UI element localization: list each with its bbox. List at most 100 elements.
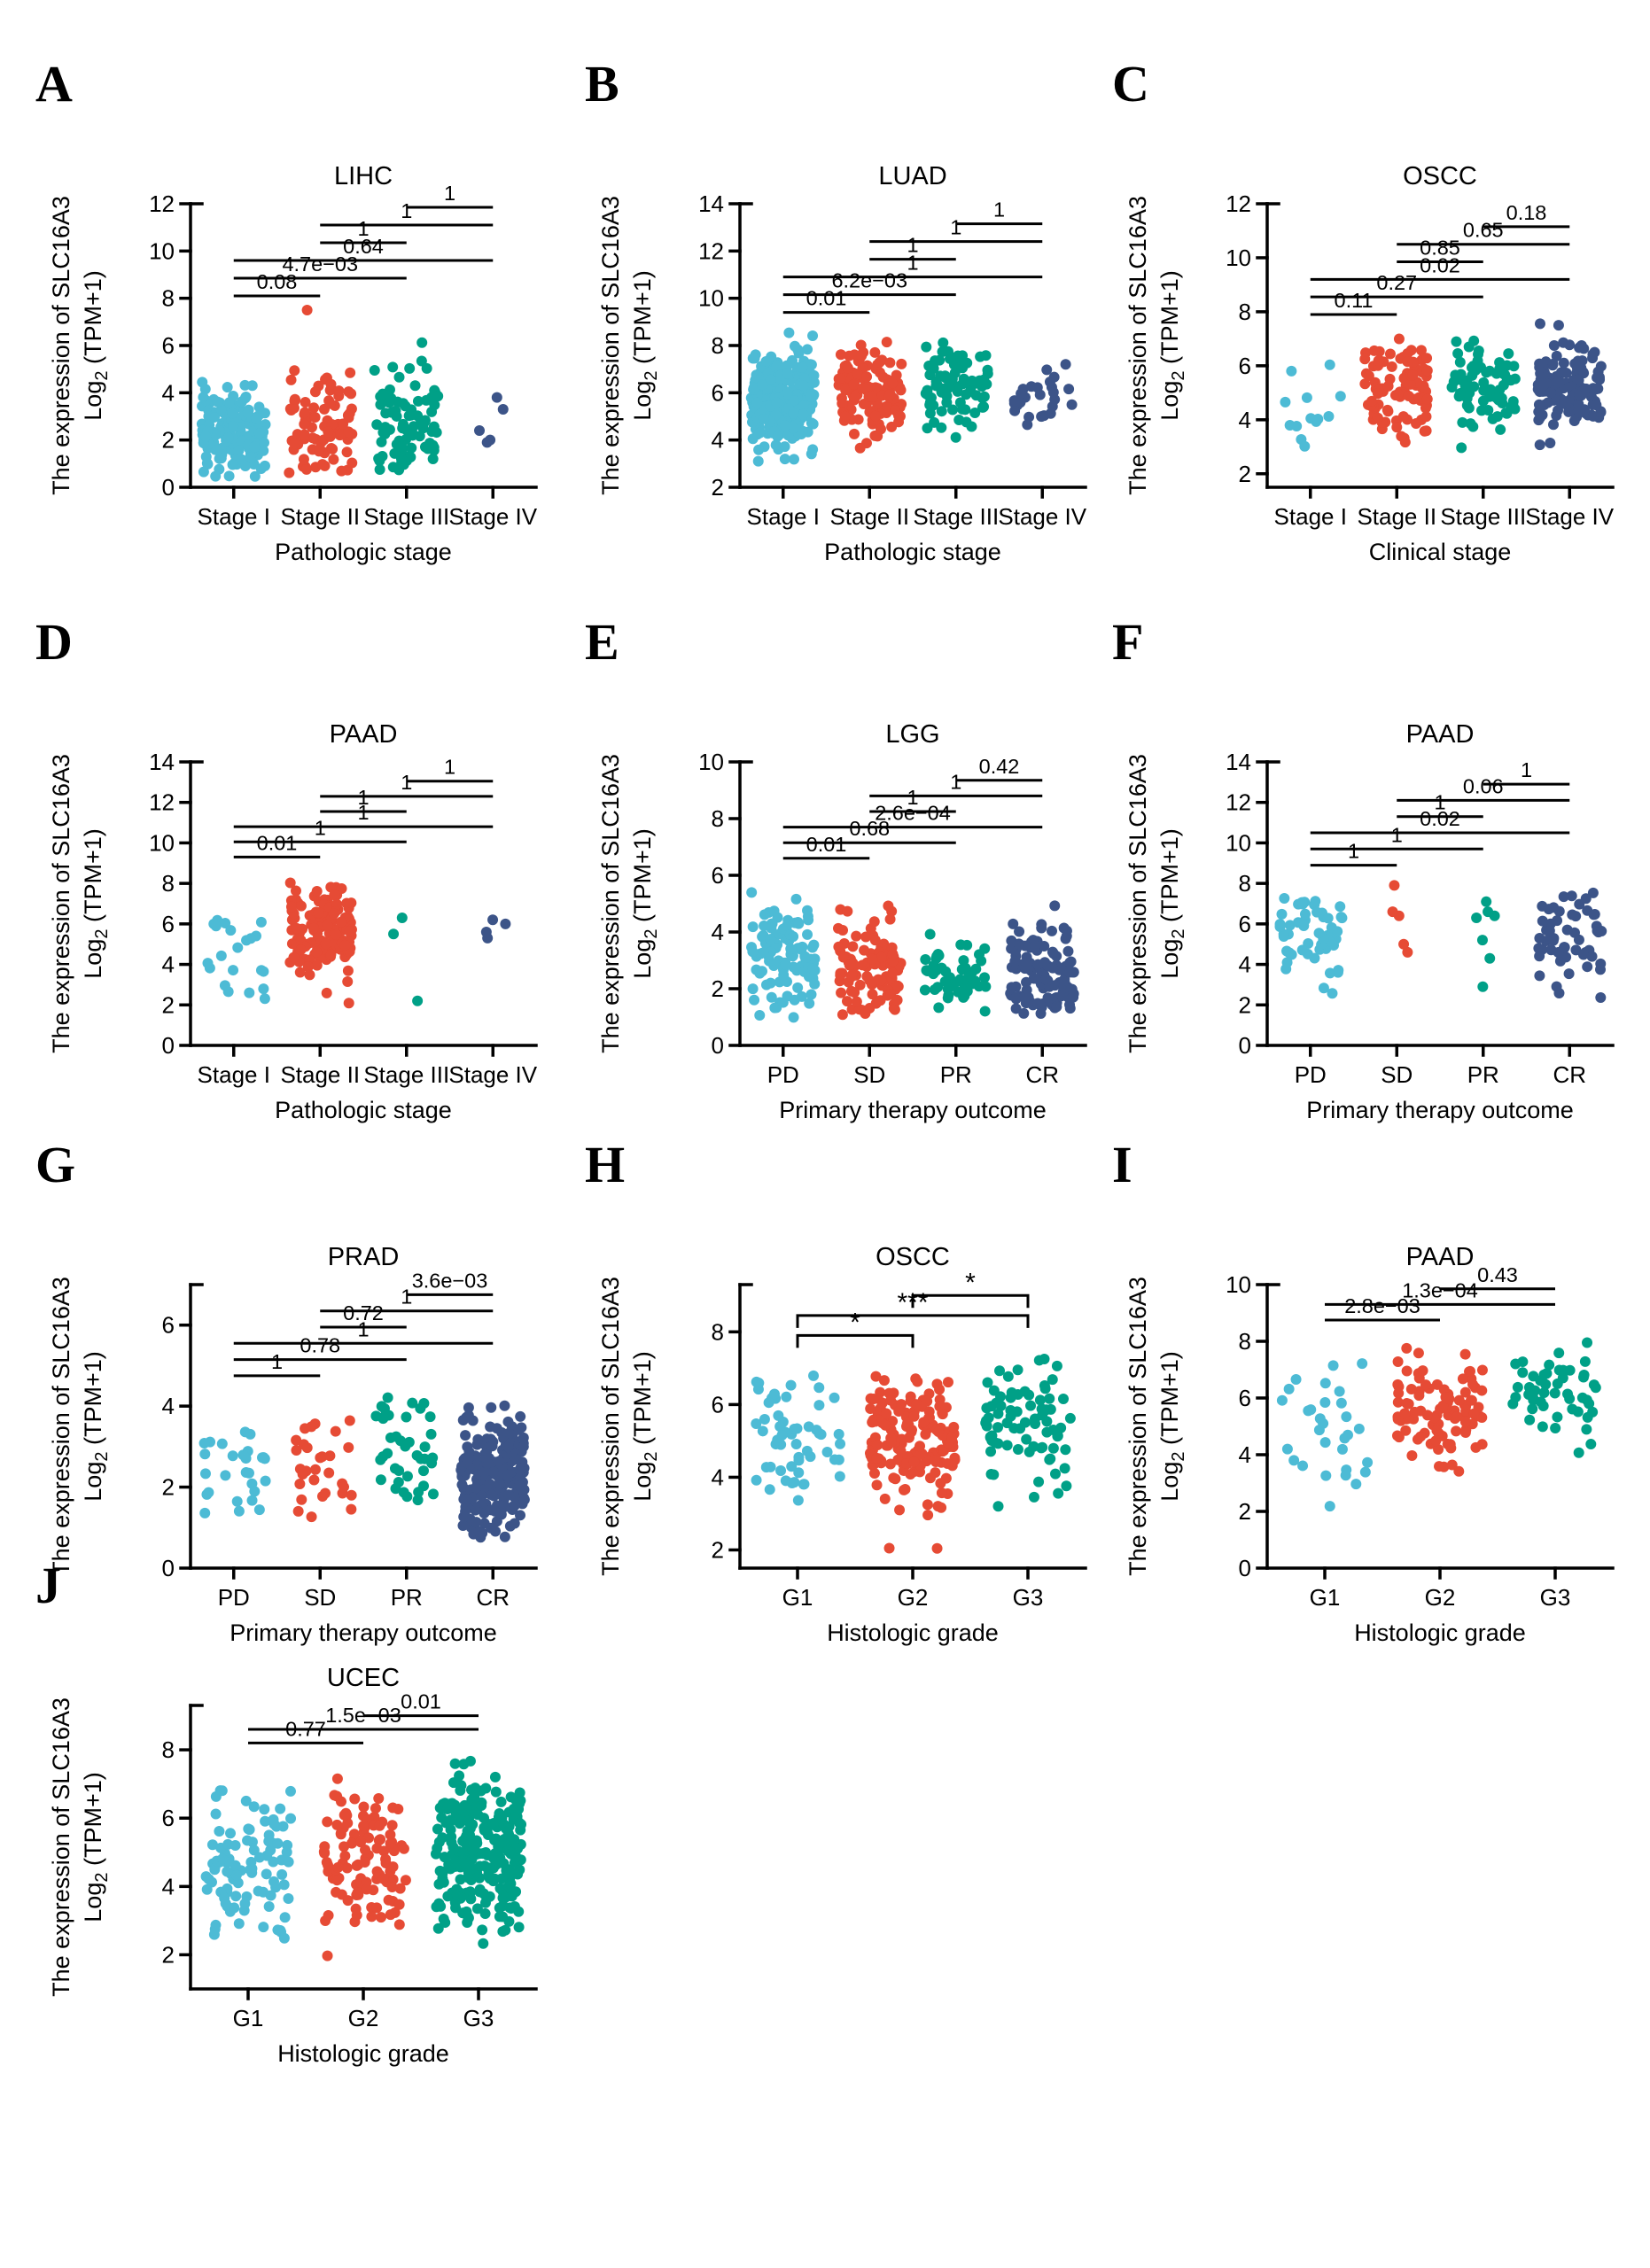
data-point [398,1843,409,1854]
p-value-label: 0.43 [1477,1263,1518,1286]
data-point [1286,949,1297,960]
data-point [446,1831,457,1843]
x-tick-label: Stage II [829,503,909,530]
data-point [1387,906,1398,918]
data-point [335,1796,346,1807]
data-point [867,392,878,403]
data-point [297,1469,308,1480]
data-point [231,1495,243,1507]
data-point [299,418,310,430]
y-tick-label: 2 [1239,991,1251,1018]
x-tick-label: G2 [898,1584,929,1611]
data-point [1327,1360,1339,1371]
data-point [227,459,238,470]
svg-text:Log2 (TPM+1): Log2 (TPM+1) [80,1351,112,1501]
data-point [1558,891,1569,903]
data-point [285,901,297,913]
panel-letter-i: I [1112,1136,1132,1193]
data-point [1381,404,1393,416]
data-point [872,431,883,442]
data-point [1465,418,1476,430]
data-point [894,1504,906,1516]
panel-letter-j: J [35,1557,61,1614]
data-point [1068,991,1079,1003]
data-point [514,1864,525,1876]
data-point [1332,926,1343,937]
data-point [509,1834,520,1845]
data-points [745,327,1078,467]
data-point [210,1919,222,1930]
data-point [1299,908,1311,920]
data-point [432,1823,443,1835]
x-tick-label: Stage III [363,503,449,530]
data-point [430,1848,441,1860]
data-point [833,1428,844,1440]
data-point [808,377,820,388]
data-point [283,1856,294,1868]
data-point [1517,1367,1529,1379]
x-axis-label: Primary therapy outcome [779,1097,1047,1123]
data-point [1353,1423,1365,1434]
x-tick-label: Stage IV [448,1061,537,1088]
data-point [244,987,255,998]
data-point [933,1425,945,1437]
data-point [485,434,496,446]
strip-plot-lihc: LIHC 0 2 4 6 8 10 12 The expression of SLC16A3 Lo… [48,162,538,565]
data-points [198,1392,530,1543]
data-point [284,877,296,889]
data-point [953,415,965,426]
data-point [1034,389,1046,400]
data-point [1592,383,1604,394]
data-point [479,1813,490,1824]
p-value-label: 0.78 [300,1334,340,1357]
data-point [473,1526,485,1537]
data-point [887,377,899,389]
data-point [419,1441,431,1453]
data-point [244,1824,255,1836]
p-value-label: 0.68 [849,817,890,840]
data-point [431,427,442,439]
data-point [985,1446,997,1457]
data-point [933,950,945,961]
data-point [245,1864,256,1876]
data-point [514,1464,525,1475]
data-point [1407,356,1419,368]
p-value-label: 1 [357,1317,369,1340]
data-point [857,383,868,394]
data-point [891,369,902,381]
data-point [489,1771,501,1783]
p-value-label: 0.01 [806,833,847,856]
data-point [1586,951,1598,962]
data-point [792,1495,804,1506]
y-tick-label: 6 [712,862,724,889]
p-value-label: 0.64 [343,235,384,258]
data-point [1420,1379,1431,1391]
data-point [1498,379,1509,391]
data-point [451,1888,463,1899]
data-point [1291,421,1303,432]
panel-letter-h: H [585,1136,626,1193]
data-point [969,408,981,419]
data-point [1030,940,1041,951]
data-point [1476,1385,1488,1396]
data-point [781,1391,792,1402]
panel-title: OSCC [1403,162,1477,190]
data-point [487,914,499,926]
data-point [401,1411,412,1423]
data-point [837,398,848,409]
svg-text:The expression of SLC16A3: The expression of SLC16A3 [597,196,624,495]
data-point [1047,1442,1059,1454]
data-point [1021,1433,1032,1445]
data-point [370,1803,381,1814]
data-point [1405,1383,1417,1394]
data-point [1560,951,1572,963]
data-point [754,1009,766,1021]
data-point [1060,359,1071,370]
data-point [763,1397,774,1409]
data-point [1561,924,1573,936]
data-point [418,417,430,429]
data-point [1039,1383,1051,1394]
data-point [474,425,486,436]
data-point [1324,967,1335,979]
y-axis: 0 2 4 6 8 10 [1226,1271,1280,1581]
